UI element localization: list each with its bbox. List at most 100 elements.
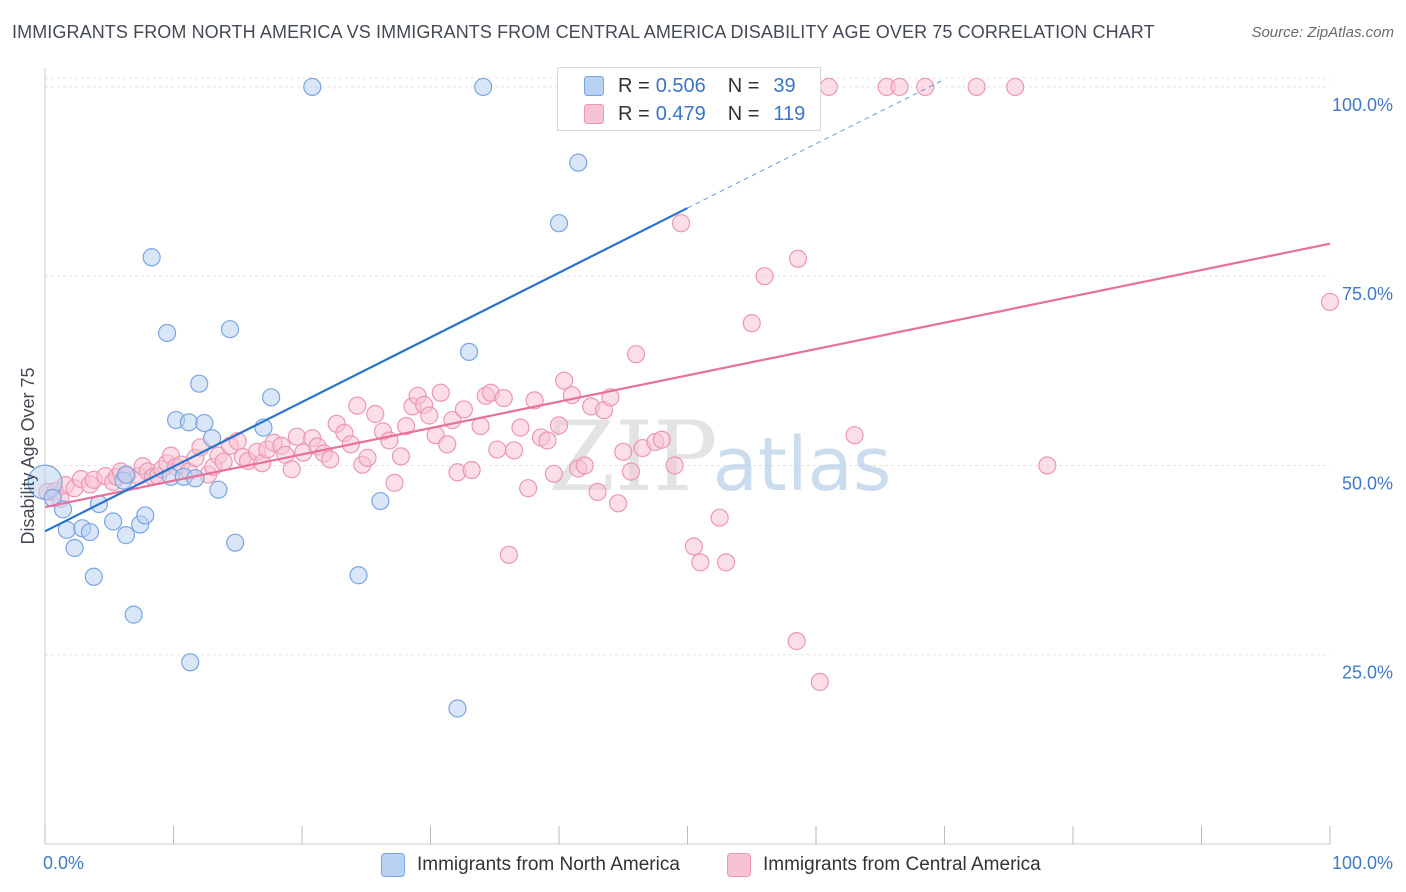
central-point-113 xyxy=(890,77,909,97)
central-point-94 xyxy=(621,462,641,481)
bottom-central-label: Immigrants from Central America xyxy=(763,854,1041,875)
bottom-legend-central-america: Immigrants from Central America xyxy=(727,852,1041,878)
x-tick-label-min: 0.0% xyxy=(43,853,84,873)
north-america-swatch xyxy=(584,76,604,96)
central-point-68 xyxy=(454,400,474,419)
grid-lines xyxy=(45,77,1330,656)
central-point-87 xyxy=(575,456,594,475)
central-point-52 xyxy=(358,448,377,467)
central-point-110 xyxy=(819,77,838,97)
bottom-central-swatch xyxy=(727,853,751,877)
legend-row-central-america: R = 0.479 N = 119 xyxy=(584,101,805,127)
north-point-31 xyxy=(262,388,281,407)
central-point-56 xyxy=(385,473,404,492)
central-point-104 xyxy=(716,553,736,572)
north-trend-extension xyxy=(687,78,945,209)
central-point-64 xyxy=(431,383,450,402)
central-point-84 xyxy=(555,371,574,390)
bottom-north-label: Immigrants from North America xyxy=(417,854,680,875)
central-r-label: R = xyxy=(618,102,650,125)
north-point-22 xyxy=(181,653,200,672)
north-point-7 xyxy=(84,567,103,586)
north-point-24 xyxy=(190,374,209,393)
central-point-100 xyxy=(671,214,691,233)
central-point-62 xyxy=(420,406,439,425)
y-tick-label-50: 50.0% xyxy=(1342,473,1393,493)
north-point-39 xyxy=(569,153,588,172)
central-point-83 xyxy=(549,416,569,435)
central-r-value: 0.479 xyxy=(655,102,706,125)
legend-row-north-america: R = 0.506 N = 39 xyxy=(584,73,796,99)
central-point-53 xyxy=(366,404,385,424)
north-point-16 xyxy=(142,248,161,267)
central-point-92 xyxy=(609,494,628,513)
north-point-4 xyxy=(65,538,84,558)
central-point-46 xyxy=(321,450,340,469)
central-point-107 xyxy=(787,632,806,651)
central-america-swatch xyxy=(584,104,604,124)
central-point-117 xyxy=(1038,456,1057,475)
central-point-57 xyxy=(391,447,411,466)
x-tick-label-max: 100.0% xyxy=(1332,853,1393,873)
central-trend-line xyxy=(44,242,1331,509)
north-point-15 xyxy=(136,506,155,525)
north-n-label: N = xyxy=(727,74,760,97)
central-point-95 xyxy=(626,345,646,364)
north-point-36 xyxy=(459,342,479,362)
central-point-50 xyxy=(348,396,367,415)
watermark-zip: ZIP xyxy=(548,401,717,513)
axes xyxy=(44,68,1331,845)
central-point-101 xyxy=(684,537,704,556)
central-point-75 xyxy=(499,545,518,564)
north-point-27 xyxy=(209,480,228,499)
north-point-28 xyxy=(220,320,240,339)
north-point-11 xyxy=(116,465,136,484)
central-point-73 xyxy=(488,440,507,459)
central-point-77 xyxy=(511,418,530,437)
central-point-70 xyxy=(471,416,490,436)
central-point-29 xyxy=(214,452,233,471)
north-point-6 xyxy=(80,522,100,542)
central-point-76 xyxy=(504,441,524,460)
central-point-69 xyxy=(462,460,481,480)
y-tick-label-25: 25.0% xyxy=(1342,663,1393,683)
central-point-115 xyxy=(967,77,986,97)
central-n-value: 119 xyxy=(773,102,806,125)
central-point-105 xyxy=(742,314,761,333)
central-point-74 xyxy=(494,388,513,408)
y-axis-label: Disability Age Over 75 xyxy=(18,367,38,544)
north-point-35 xyxy=(448,699,467,718)
central-point-40 xyxy=(282,460,301,479)
central-point-89 xyxy=(588,482,607,502)
central-point-108 xyxy=(788,249,808,268)
chart-title: IMMIGRANTS FROM NORTH AMERICA VS IMMIGRA… xyxy=(12,22,1155,42)
central-point-78 xyxy=(519,479,538,498)
north-point-32 xyxy=(303,77,322,97)
north-point-34 xyxy=(371,491,390,511)
north-n-value: 39 xyxy=(773,74,796,97)
central-point-82 xyxy=(544,464,563,483)
north-r-label: R = xyxy=(618,74,650,97)
central-point-114 xyxy=(916,77,935,97)
north-trend-line xyxy=(44,207,688,533)
source-credit: Source: ZipAtlas.com xyxy=(1251,24,1394,41)
bottom-north-swatch xyxy=(381,853,405,877)
central-point-98 xyxy=(652,430,671,449)
north-r-value: 0.506 xyxy=(655,74,706,97)
y-tick-label-75: 75.0% xyxy=(1342,284,1393,304)
central-point-65 xyxy=(438,435,457,454)
north-point-25 xyxy=(195,413,214,433)
correlation-legend: R = 0.506 N = 39 R = 0.479 N = 119 xyxy=(557,67,821,131)
bottom-legend-north-america: Immigrants from North America xyxy=(381,852,680,878)
central-n-label: N = xyxy=(727,102,760,125)
watermark-atlas: atlas xyxy=(713,422,892,508)
north-point-17 xyxy=(157,323,177,343)
central-point-103 xyxy=(710,508,729,527)
central-point-116 xyxy=(1006,77,1025,97)
north-point-9 xyxy=(104,512,123,531)
central-point-109 xyxy=(810,672,829,692)
central-point-99 xyxy=(665,456,684,475)
north-point-29 xyxy=(226,533,245,552)
central-america-points xyxy=(38,77,1340,692)
